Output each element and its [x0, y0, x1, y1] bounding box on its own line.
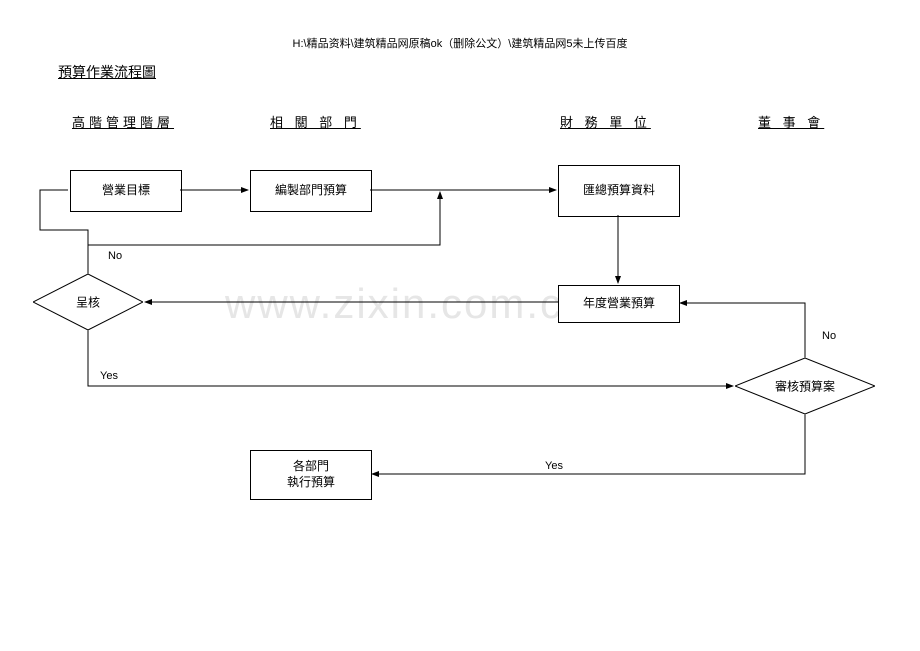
node-label: 營業目標 [102, 183, 150, 199]
node-label: 匯總預算資料 [583, 183, 655, 199]
node-audit: 審核預算案 [735, 358, 875, 414]
header-path: H:\精品资料\建筑精品网原稿ok（删除公文）\建筑精品网5未上传百度 [0, 35, 920, 51]
col-hdr-1: 高階管理階層 [72, 112, 174, 131]
node-aggregate: 匯總預算資料 [558, 165, 680, 217]
node-label: 編製部門預算 [275, 183, 347, 199]
node-business-target: 營業目標 [70, 170, 182, 212]
edge-label-yes1: Yes [100, 370, 118, 382]
node-execute: 各部門 執行預算 [250, 450, 372, 500]
col-hdr-3: 財 務 單 位 [560, 112, 651, 131]
node-dept-budget: 編製部門預算 [250, 170, 372, 212]
col-hdr-2: 相 關 部 門 [270, 112, 361, 131]
node-label: 各部門 執行預算 [287, 459, 335, 490]
node-label: 呈核 [33, 294, 143, 311]
watermark: www.zixin.com.cn [225, 280, 588, 328]
edge-label-yes2: Yes [545, 460, 563, 472]
flowchart-page: www.zixin.com.cn H:\精品资料\建筑精品网原稿ok（删除公文）… [0, 0, 920, 651]
node-label: 年度營業預算 [583, 296, 655, 312]
node-label: 審核預算案 [735, 378, 875, 395]
node-review: 呈核 [33, 274, 143, 330]
col-hdr-4: 董 事 會 [758, 112, 824, 131]
edge-label-no1: No [108, 250, 122, 262]
node-annual-budget: 年度營業預算 [558, 285, 680, 323]
edge-label-no2: No [822, 330, 836, 342]
page-title: 預算作業流程圖 [58, 62, 156, 82]
